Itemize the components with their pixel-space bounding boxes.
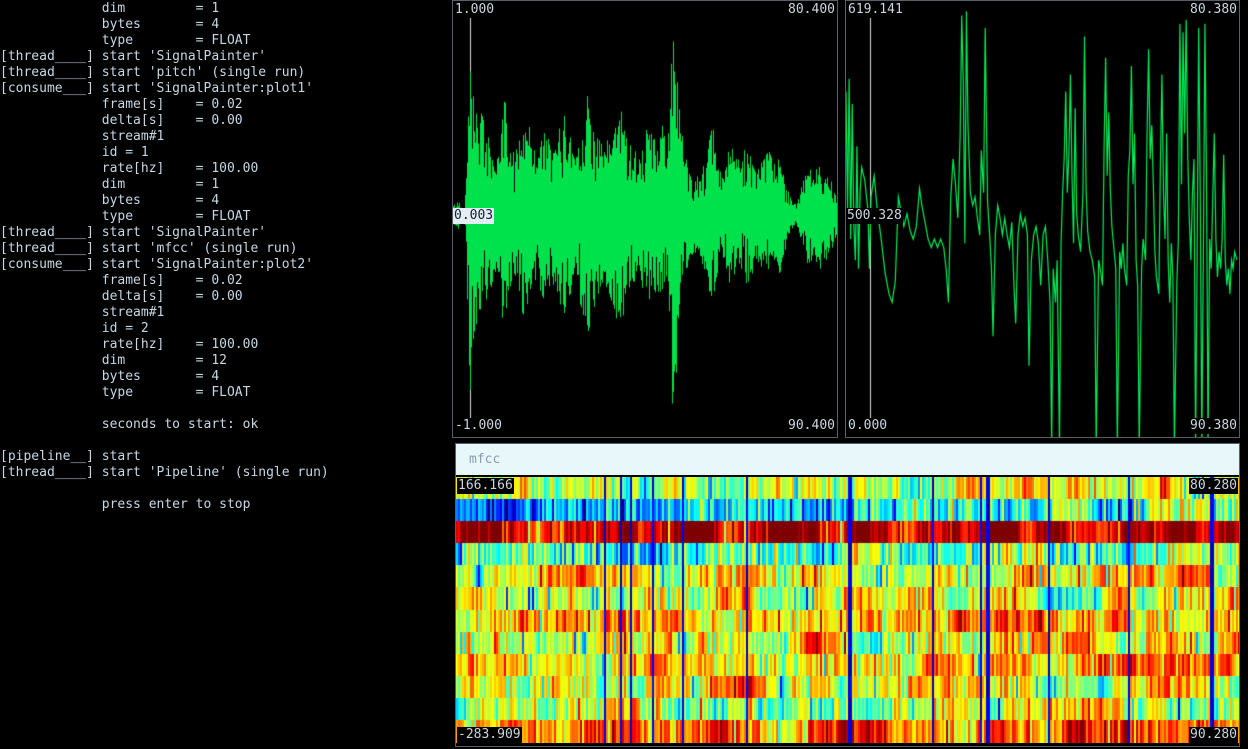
waveform-canvas[interactable]	[453, 1, 837, 437]
waveform-xend-label: 90.400	[787, 418, 836, 434]
pitch-ymax-label: 619.141	[847, 2, 904, 18]
mfcc-xstart-label: 80.280	[1189, 478, 1238, 494]
waveform-panel: 1.000 80.400 0.003 -1.000 90.400	[452, 0, 838, 438]
mfcc-title: mfcc	[469, 452, 500, 467]
pitch-xstart-label: 80.380	[1189, 2, 1238, 18]
mfcc-panel: mfcc 166.166 80.280 -283.909 90.280	[455, 443, 1240, 747]
pitch-ymin-label: 0.000	[847, 418, 888, 434]
waveform-ymin-label: -1.000	[454, 418, 503, 434]
pitch-cursor-value-badge: 500.328	[846, 208, 903, 224]
pitch-xend-label: 90.380	[1189, 418, 1238, 434]
waveform-ymax-label: 1.000	[454, 2, 495, 18]
console-log[interactable]: dim = 1 bytes = 4 type = FLOAT [thread__…	[0, 1, 329, 513]
mfcc-title-bar[interactable]: mfcc	[456, 444, 1239, 475]
pitch-panel: 619.141 80.380 500.328 0.000 90.380	[845, 0, 1240, 438]
mfcc-xend-label: 90.280	[1189, 727, 1238, 743]
waveform-cursor-value-badge: 0.003	[453, 208, 494, 224]
pitch-canvas[interactable]	[846, 1, 1239, 437]
waveform-xstart-label: 80.400	[787, 2, 836, 18]
mfcc-ymin-label: -283.909	[457, 727, 522, 743]
mfcc-heatmap-canvas[interactable]	[456, 477, 1239, 743]
mfcc-ymax-label: 166.166	[457, 478, 514, 494]
